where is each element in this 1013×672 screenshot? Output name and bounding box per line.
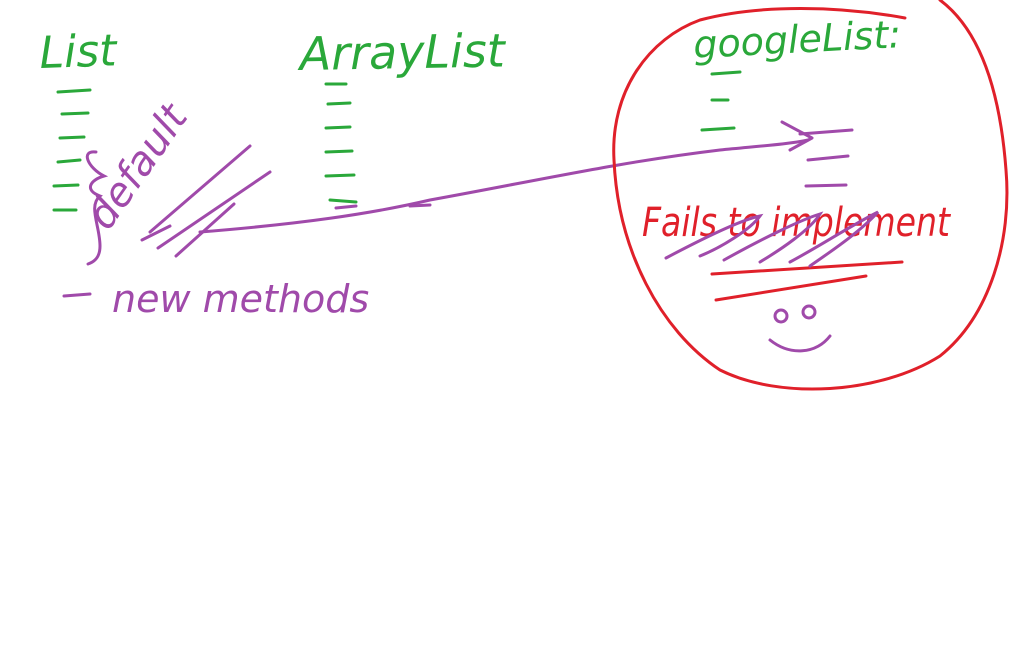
arraylist-heading: ArrayList bbox=[296, 23, 507, 81]
smiley-face-icon bbox=[768, 304, 832, 353]
default-underline-strokes bbox=[140, 144, 272, 258]
new-methods-dash bbox=[62, 292, 92, 298]
purple-method-lines bbox=[334, 128, 854, 210]
brace-icon bbox=[85, 150, 109, 266]
arrow-head-icon bbox=[780, 120, 814, 152]
googlelist-heading: googleList: bbox=[692, 12, 902, 67]
arrow-line bbox=[198, 138, 810, 234]
new-methods-label: new methods bbox=[112, 277, 369, 321]
purple-scribbles bbox=[664, 210, 880, 268]
default-label: default bbox=[79, 95, 198, 238]
list-method-lines bbox=[52, 88, 92, 212]
googlelist-method-lines bbox=[700, 70, 742, 132]
list-heading: List bbox=[39, 25, 119, 79]
red-circle bbox=[612, 0, 1009, 391]
fails-underlines bbox=[710, 260, 904, 302]
arraylist-method-lines bbox=[324, 82, 358, 204]
